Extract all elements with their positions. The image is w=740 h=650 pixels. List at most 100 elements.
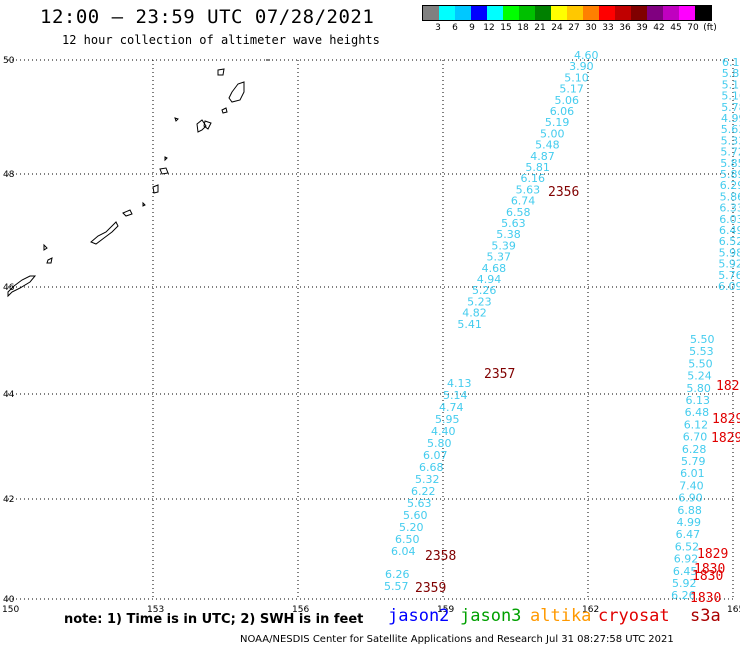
legend-label: 24 — [551, 23, 563, 33]
wave-height-value: 5.24 — [687, 370, 712, 383]
legend-label: 21 — [534, 23, 546, 33]
wave-height-value: 5.38 — [496, 228, 521, 241]
lat-label: 44 — [3, 390, 15, 400]
wave-height-value: 6.49 — [719, 224, 740, 237]
legend-swatch — [503, 6, 519, 20]
wave-height-value: 5.80 — [686, 382, 711, 395]
lat-label: 40 — [3, 595, 15, 605]
legend-swatch — [631, 6, 647, 20]
legend-swatch — [663, 6, 679, 20]
legend-label: (ft) — [703, 23, 717, 33]
wave-height-value: 5.95 — [435, 413, 460, 426]
wave-height-value: 5.81 — [525, 161, 550, 174]
wave-height-value: 6.09 — [718, 280, 740, 293]
wave-height-value: 6.14 — [722, 56, 740, 69]
legend-labels: 3 6 9 12 15 18 21 24 27 30 33 36 39 42 45 70 (ft) — [422, 21, 717, 35]
map-note: note: 1) Time is in UTC; 2) SWH is in fe… — [64, 612, 364, 627]
wave-height-value: 5.57 — [384, 580, 409, 593]
pass-time-label: 182 — [716, 379, 739, 394]
wave-height-value: 4.68 — [482, 262, 507, 275]
wave-height-value: 5.06 — [555, 94, 580, 107]
wave-height-value: 5.63 — [407, 497, 432, 510]
wave-height-value: 4.82 — [462, 307, 487, 320]
wave-height-value: 5.18 — [722, 78, 740, 91]
wave-height-value: 6.33 — [719, 202, 740, 215]
pass-time-label: 1829 — [711, 431, 740, 446]
island-shape — [90, 221, 119, 245]
wave-height-value: 4.60 — [574, 49, 599, 62]
satellite-name-jason3: jason3 — [460, 606, 522, 626]
wave-height-value: 6.90 — [678, 492, 703, 505]
wave-height-value: 5.00 — [540, 127, 565, 140]
island-shape — [196, 119, 207, 133]
legend-swatch — [535, 6, 551, 20]
lat-label: 50 — [3, 56, 15, 66]
wave-height-value: 4.40 — [431, 425, 456, 438]
legend-swatch — [551, 6, 567, 20]
legend-label: 42 — [653, 23, 665, 33]
color-scale-legend: 3 6 9 12 15 18 21 24 27 30 33 36 39 42 45 70 (ft) — [422, 5, 717, 35]
wave-height-value: 6.12 — [684, 418, 709, 431]
wave-height-value: 6.01 — [680, 467, 705, 480]
island-shape — [164, 156, 168, 162]
wave-height-value: 5.37 — [487, 251, 512, 264]
lat-label: 42 — [3, 495, 14, 505]
wave-height-value: 6.13 — [686, 394, 711, 407]
pass-time-label: 2358 — [425, 549, 456, 564]
island-shape — [159, 167, 169, 175]
wave-height-value: 5.92 — [718, 258, 740, 271]
wave-height-value: 5.80 — [427, 437, 452, 450]
wave-height-value: 6.58 — [506, 206, 530, 219]
lon-label: 156 — [292, 605, 309, 615]
wave-height-value: 6.16 — [521, 172, 546, 185]
wave-height-value: 5.10 — [564, 71, 589, 84]
wave-height-value: 6.68 — [419, 461, 444, 474]
lon-label: 153 — [147, 605, 164, 615]
lat-label: 46 — [3, 283, 15, 293]
satellite-name-jason2: jason2 — [388, 606, 450, 626]
lat-lon-grid — [8, 59, 736, 600]
pass-time-labels: 2356235723582359182182918291829183018301… — [415, 185, 740, 606]
island-shape — [152, 184, 159, 194]
legend-label: 6 — [452, 23, 458, 33]
wave-height-value: 6.48 — [685, 406, 710, 419]
wave-height-value: 6.92 — [674, 553, 699, 566]
legend-swatch — [615, 6, 631, 20]
wave-height-value: 5.39 — [491, 239, 516, 252]
legend-label: 3 — [435, 23, 441, 33]
wave-height-value: 5.85 — [720, 157, 740, 170]
legend-label: 30 — [585, 23, 597, 33]
pass-time-label: 2359 — [415, 581, 446, 596]
wave-height-value: 6.70 — [683, 431, 708, 444]
legend-swatch — [679, 6, 695, 20]
wave-height-value: 6.28 — [682, 443, 707, 456]
wave-height-value: 3.90 — [569, 60, 594, 73]
wave-height-value: 4.74 — [439, 401, 464, 414]
wave-height-value: 5.48 — [535, 139, 560, 152]
lat-label: 48 — [3, 170, 15, 180]
credit-line: NOAA/NESDIS Center for Satellite Applica… — [240, 634, 674, 645]
legend-label: 15 — [500, 23, 512, 33]
island-shape — [217, 68, 225, 76]
wave-height-value: 6.45 — [673, 565, 698, 578]
wave-height-value: 5.78 — [721, 101, 740, 114]
map-title: 12:00 – 23:59 UTC 07/28/2021 — [40, 6, 375, 28]
legend-label: 12 — [483, 23, 495, 33]
map-subtitle: 12 hour collection of altimeter wave hei… — [62, 33, 380, 47]
legend-label: 36 — [619, 23, 631, 33]
pass-time-label: 1830 — [690, 591, 721, 606]
wave-height-value: 5.53 — [689, 345, 714, 358]
wave-height-value: 4.99 — [677, 516, 702, 529]
island-shape — [203, 120, 212, 130]
legend-swatch — [519, 6, 535, 20]
wave-height-value: 5.63 — [501, 217, 525, 230]
satellite-name-altika: altika — [530, 606, 592, 626]
wave-height-value: 6.74 — [511, 195, 536, 208]
legend-swatch — [695, 6, 711, 20]
legend-label: 33 — [602, 23, 614, 33]
wave-height-value: 4.13 — [447, 377, 472, 390]
wave-height-value: 5.72 — [720, 146, 740, 159]
legend-label: 27 — [568, 23, 580, 33]
wave-height-value: 6.50 — [395, 533, 420, 546]
legend-swatch — [471, 6, 487, 20]
